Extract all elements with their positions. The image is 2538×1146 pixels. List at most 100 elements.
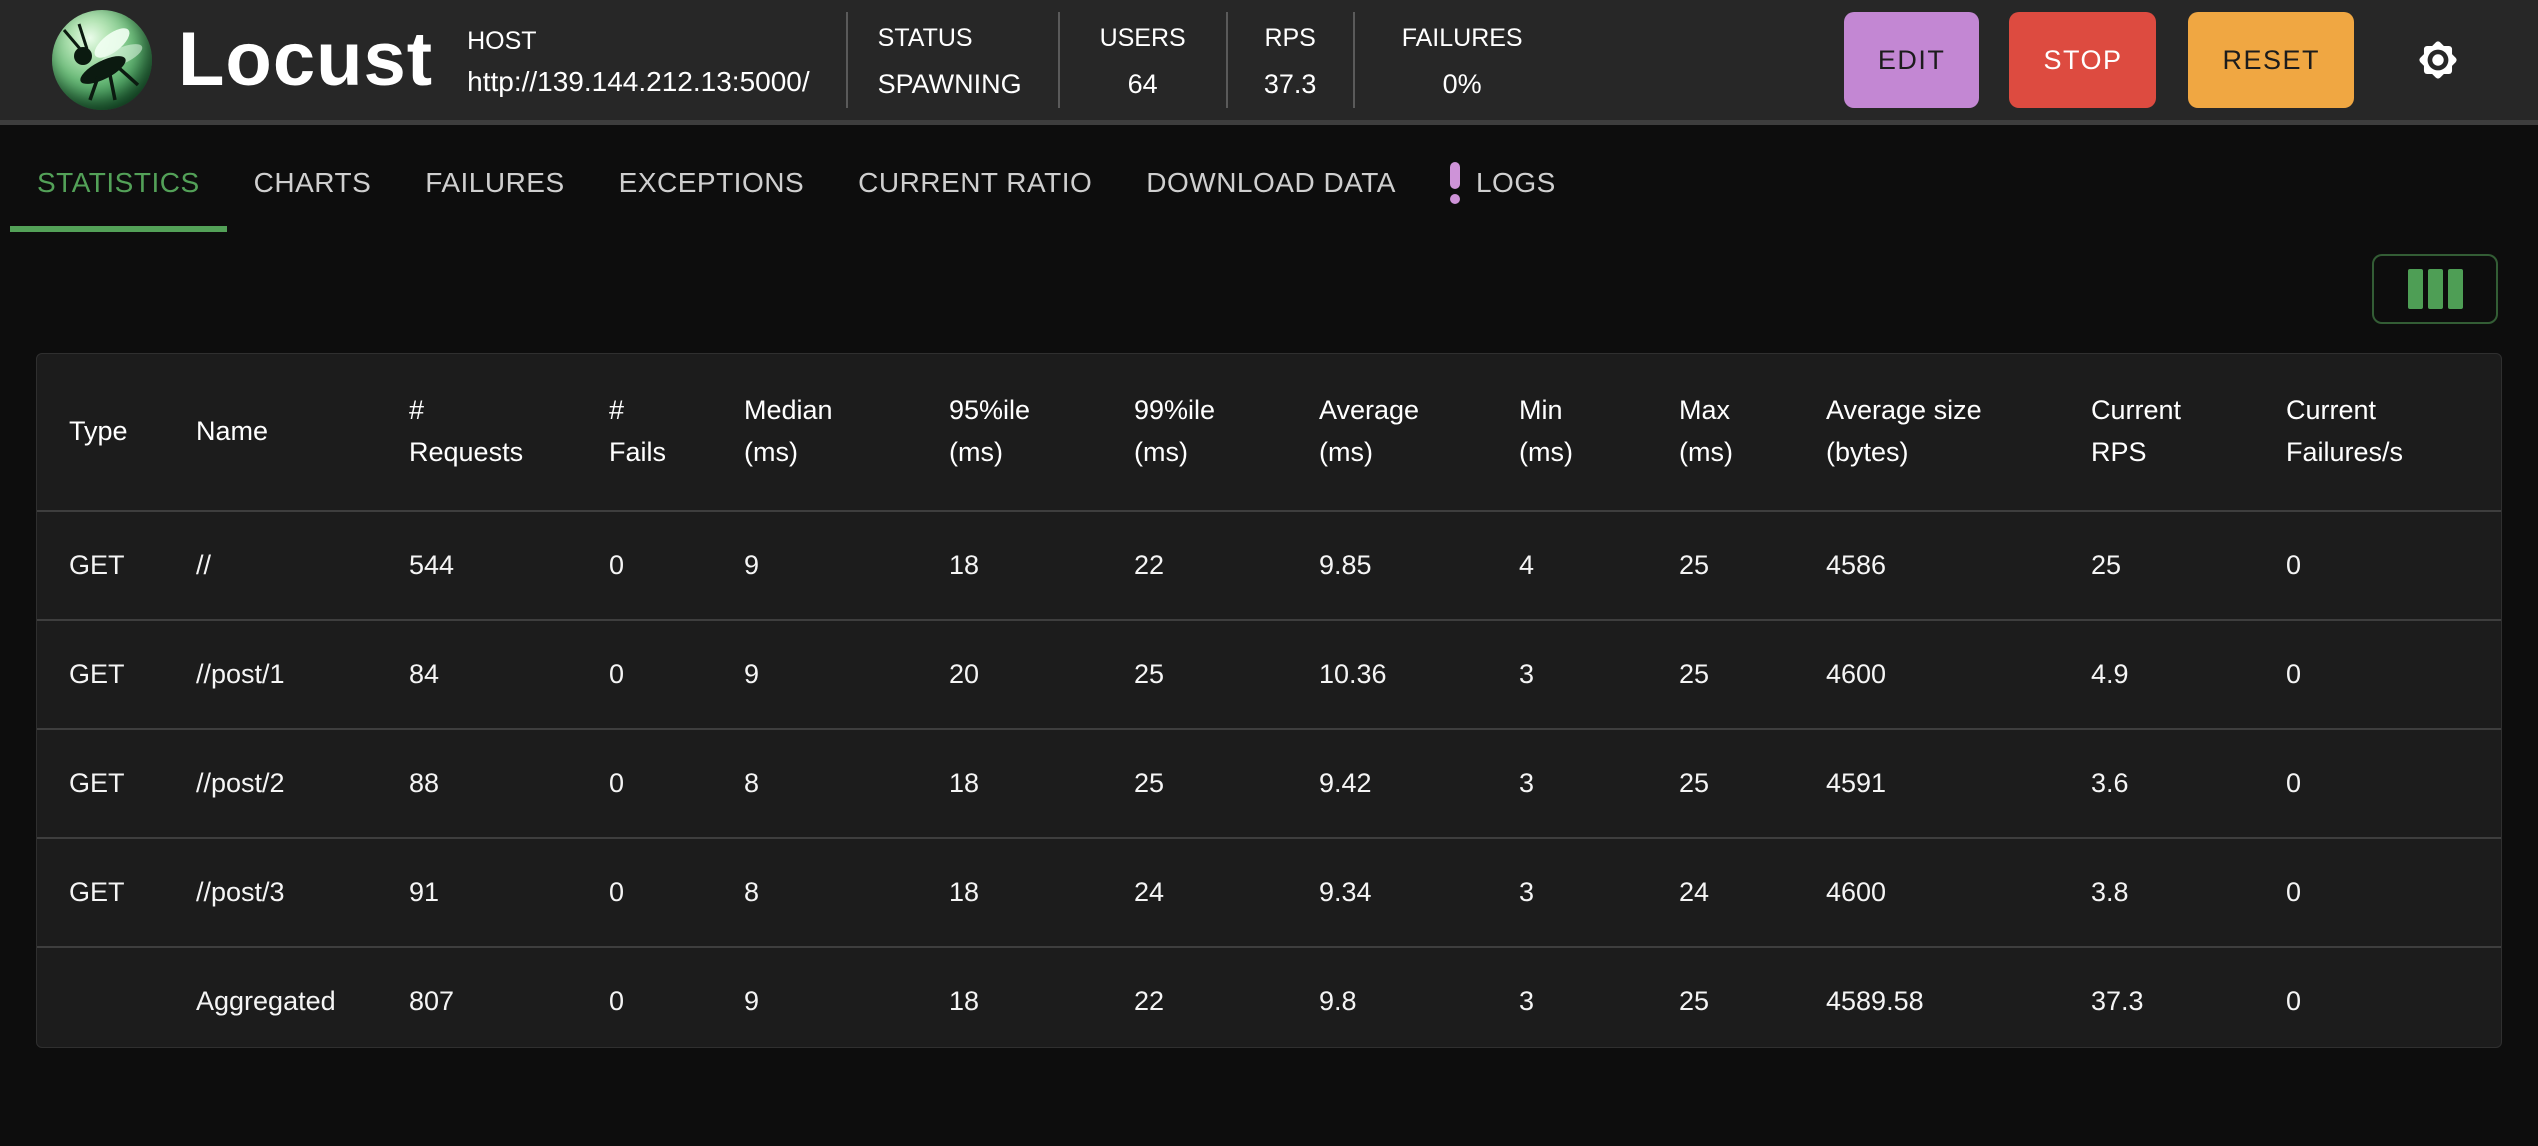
tab-failures[interactable]: FAILURES: [398, 125, 591, 240]
tab-statistics[interactable]: STATISTICS: [10, 125, 227, 240]
column-header[interactable]: Min (ms): [1519, 395, 1573, 467]
table-cell: GET: [37, 727, 196, 838]
table-cell: 4589.58: [1826, 945, 2091, 1047]
table-cell: 3: [1519, 727, 1679, 838]
table-cell: 9: [744, 509, 949, 620]
status-stat: STATUS SPAWNING: [845, 12, 1058, 108]
failures-label: FAILURES: [1401, 24, 1523, 52]
table-cell: 9.85: [1319, 509, 1519, 620]
users-stat[interactable]: USERS 64: [1057, 12, 1226, 108]
table-cell: 3: [1519, 945, 1679, 1047]
table-cell: Aggregated: [196, 945, 409, 1047]
table-cell: 4: [1519, 509, 1679, 620]
table-row: Aggregated 807 0 9 18 22 9.8 3 25 4589.58 37.3 0: [37, 945, 2501, 1047]
table-cell: //post/2: [196, 727, 409, 838]
header-stats: STATUS SPAWNING USERS 64 RPS 37.3 FAILUR…: [845, 12, 1570, 108]
table-toolbar: [0, 240, 2538, 353]
table-cell: 0: [609, 836, 744, 947]
table-cell: 25: [1134, 618, 1319, 729]
settings-gear-icon[interactable]: [2412, 34, 2464, 86]
status-label: STATUS: [877, 24, 973, 52]
table-row: GET//post/3 91 0 8 18 24 9.34 3 24 4600 3.8 0: [37, 836, 2501, 947]
table-cell: 22: [1134, 509, 1319, 620]
table-cell: 0: [609, 945, 744, 1047]
tab-bar: STATISTICS CHARTS FAILURES EXCEPTIONS CU…: [0, 125, 2538, 240]
table-cell: 0: [2286, 727, 2501, 838]
column-header[interactable]: Average size (bytes): [1826, 395, 1982, 467]
table-cell: 9: [744, 945, 949, 1047]
table-cell: 0: [609, 618, 744, 729]
tab-label: FAILURES: [425, 166, 565, 198]
table-cell: 84: [409, 618, 609, 729]
edit-button[interactable]: EDIT: [1843, 12, 1980, 108]
column-header[interactable]: 99%ile (ms): [1134, 395, 1216, 467]
table-cell: 3: [1519, 836, 1679, 947]
status-value: SPAWNING: [877, 69, 1022, 99]
table-cell: [37, 945, 196, 1047]
tab-download-data[interactable]: DOWNLOAD DATA: [1119, 125, 1423, 240]
failures-stat: FAILURES 0%: [1352, 12, 1570, 108]
users-label: USERS: [1099, 24, 1186, 52]
table-cell: GET: [37, 509, 196, 620]
column-header[interactable]: 95%ile (ms): [949, 395, 1031, 467]
column-header[interactable]: Current RPS: [2091, 395, 2182, 467]
table-cell: 9: [744, 618, 949, 729]
statistics-table-panel: Type Name # Requests # Fails Median (ms) 95%i…: [36, 353, 2502, 1048]
tab-exceptions[interactable]: EXCEPTIONS: [592, 125, 831, 240]
table-cell: 4600: [1826, 618, 2091, 729]
column-header[interactable]: # Fails: [609, 395, 667, 467]
table-cell: 4.9: [2091, 618, 2286, 729]
table-cell: 9.8: [1319, 945, 1519, 1047]
column-header[interactable]: # Requests: [409, 395, 524, 467]
table-cell: 0: [609, 727, 744, 838]
table-cell: 25: [1679, 727, 1826, 838]
column-selector-button[interactable]: [2372, 254, 2498, 324]
table-header-row: Type Name # Requests # Fails Median (ms) 95%i…: [37, 354, 2501, 511]
column-header[interactable]: Current Failures/s: [2286, 395, 2404, 467]
table-cell: 0: [2286, 945, 2501, 1047]
column-header[interactable]: Median (ms): [744, 395, 833, 467]
table-cell: 25: [1679, 618, 1826, 729]
host-label: HOST: [467, 26, 537, 55]
table-cell: 4591: [1826, 727, 2091, 838]
column-header[interactable]: Name: [196, 415, 269, 446]
table-cell: 807: [409, 945, 609, 1047]
table-row: GET//544 0 9 18 22 9.85 4 25 4586 25 0: [37, 509, 2501, 620]
stop-button[interactable]: STOP: [2009, 12, 2157, 108]
table-cell: 0: [2286, 509, 2501, 620]
table-cell: 25: [1134, 727, 1319, 838]
tab-charts[interactable]: CHARTS: [227, 125, 399, 240]
table-cell: 0: [2286, 836, 2501, 947]
table-cell: GET: [37, 618, 196, 729]
rps-value: 37.3: [1263, 69, 1317, 99]
table-cell: 24: [1679, 836, 1826, 947]
table-row: GET//post/1 84 0 9 20 25 10.36 3 25 4600 4.9 0: [37, 618, 2501, 729]
exclamation-icon: [1449, 161, 1460, 204]
header-actions: EDIT STOP RESET: [1843, 12, 2538, 108]
table-cell: 25: [2091, 509, 2286, 620]
tab-current-ratio[interactable]: CURRENT RATIO: [831, 125, 1119, 240]
table-cell: //post/3: [196, 836, 409, 947]
table-cell: 3.6: [2091, 727, 2286, 838]
table-cell: 91: [409, 836, 609, 947]
tab-label: CHARTS: [253, 166, 372, 198]
reset-button[interactable]: RESET: [2188, 12, 2354, 108]
table-cell: 37.3: [2091, 945, 2286, 1047]
table-cell: 22: [1134, 945, 1319, 1047]
column-header[interactable]: Type: [69, 415, 128, 446]
column-header[interactable]: Average (ms): [1319, 395, 1420, 467]
table-cell: 18: [949, 509, 1134, 620]
app-header: Locust HOST http://139.144.212.13:5000/ …: [0, 0, 2538, 125]
table-cell: 8: [744, 727, 949, 838]
failures-value: 0%: [1442, 69, 1482, 99]
locust-logo-icon: [52, 10, 152, 110]
tab-label: DOWNLOAD DATA: [1146, 166, 1396, 198]
table-cell: 10.36: [1319, 618, 1519, 729]
users-value: 64: [1127, 69, 1158, 99]
tab-logs[interactable]: LOGS: [1423, 125, 1583, 240]
rps-stat: RPS 37.3: [1225, 12, 1353, 108]
table-cell: 3: [1519, 618, 1679, 729]
statistics-table: Type Name # Requests # Fails Median (ms) 95%i…: [37, 354, 2501, 1047]
table-cell: 18: [949, 727, 1134, 838]
column-header[interactable]: Max (ms): [1679, 395, 1733, 467]
